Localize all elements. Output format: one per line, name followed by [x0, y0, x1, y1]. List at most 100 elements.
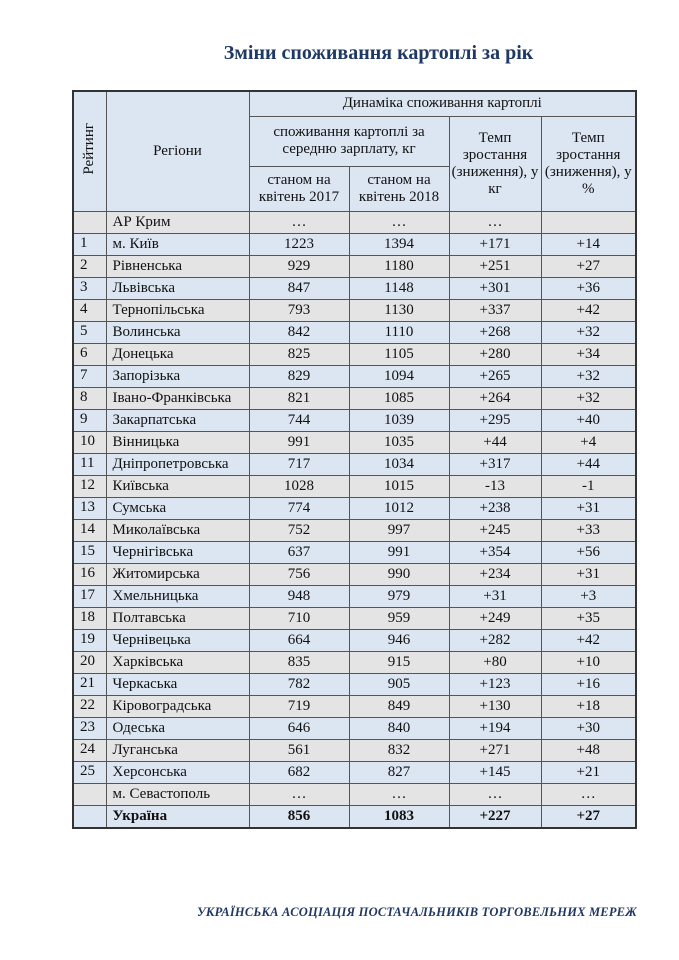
cell-v2018: 1148 — [348, 276, 450, 300]
cell-v2017: 847 — [248, 276, 350, 300]
table-row: 20 Харківська 835 915 +80 +10 — [72, 650, 637, 674]
cell-v2018: 1094 — [348, 364, 450, 388]
cell-pct: +10 — [540, 650, 637, 674]
cell-pct: +16 — [540, 672, 637, 696]
cell-region: Херсонська — [105, 760, 250, 784]
cell-region: Донецька — [105, 342, 250, 366]
cell-v2017: 744 — [248, 408, 350, 432]
cell-kg: -13 — [448, 474, 542, 498]
cell-rank: 20 — [72, 650, 107, 674]
table-row: 8 Івано-Франківська 821 1085 +264 +32 — [72, 386, 637, 410]
cell-rank: 19 — [72, 628, 107, 652]
cell-kg: +234 — [448, 562, 542, 586]
table-row: 2 Рівненська 929 1180 +251 +27 — [72, 254, 637, 278]
cell-kg: +271 — [448, 738, 542, 762]
cell-rank: 16 — [72, 562, 107, 586]
cell-v2018: 959 — [348, 606, 450, 630]
cell-region: Івано-Франківська — [105, 386, 250, 410]
cell-region: Хмельницька — [105, 584, 250, 608]
header-growth-kg: Темп зростання (зниження), у кг — [448, 115, 542, 212]
cell-rank: 22 — [72, 694, 107, 718]
table-row: 18 Полтавська 710 959 +249 +35 — [72, 606, 637, 630]
cell-region: м. Київ — [105, 232, 250, 256]
cell-region: Чернігівська — [105, 540, 250, 564]
cell-region: Дніпропетровська — [105, 452, 250, 476]
cell-region: Житомирська — [105, 562, 250, 586]
cell-kg: +249 — [448, 606, 542, 630]
cell-kg: +31 — [448, 584, 542, 608]
cell-pct: +36 — [540, 276, 637, 300]
header-growth-pct: Темп зростання (зниження), у % — [540, 115, 637, 212]
cell-kg: +264 — [448, 386, 542, 410]
header-2017: станом на квітень 2017 — [248, 165, 350, 212]
cell-region: Сумська — [105, 496, 250, 520]
cell-region: Київська — [105, 474, 250, 498]
cell-v2018: 840 — [348, 716, 450, 740]
cell-total-kg: +227 — [448, 804, 542, 828]
cell-v2017: 756 — [248, 562, 350, 586]
cell-v2017: 991 — [248, 430, 350, 454]
table-row: 7 Запорізька 829 1094 +265 +32 — [72, 364, 637, 388]
cell-kg: +123 — [448, 672, 542, 696]
cell-v2017: 774 — [248, 496, 350, 520]
cell-pct: +32 — [540, 386, 637, 410]
potato-consumption-table: Рейтинг Регіони Динаміка споживання карт… — [72, 90, 637, 829]
cell-rank: 13 — [72, 496, 107, 520]
cell-v2017: 793 — [248, 298, 350, 322]
cell-v2018: 849 — [348, 694, 450, 718]
table-row: 17 Хмельницька 948 979 +31 +3 — [72, 584, 637, 608]
cell-total-region: Україна — [105, 804, 250, 828]
cell-v2017: … — [248, 210, 350, 234]
cell-total-pct: +27 — [540, 804, 637, 828]
cell-kg: +282 — [448, 628, 542, 652]
cell-rank: 11 — [72, 452, 107, 476]
cell-pct: +31 — [540, 562, 637, 586]
cell-v2017: 646 — [248, 716, 350, 740]
cell-v2018: 1012 — [348, 496, 450, 520]
cell-region: Кіровоградська — [105, 694, 250, 718]
cell-v2017: 829 — [248, 364, 350, 388]
table-row: 21 Черкаська 782 905 +123 +16 — [72, 672, 637, 696]
cell-v2017: 1223 — [248, 232, 350, 256]
cell-kg: +317 — [448, 452, 542, 476]
cell-v2017: 948 — [248, 584, 350, 608]
cell-rank: 14 — [72, 518, 107, 542]
cell-v2018: 1035 — [348, 430, 450, 454]
cell-kg: … — [448, 782, 542, 806]
cell-kg: +265 — [448, 364, 542, 388]
cell-v2017: … — [248, 782, 350, 806]
cell-v2018: 991 — [348, 540, 450, 564]
table-row: АР Крим……… — [72, 210, 637, 234]
cell-v2018: 905 — [348, 672, 450, 696]
cell-v2017: 821 — [248, 386, 350, 410]
table-row: 15 Чернігівська 637 991 +354 +56 — [72, 540, 637, 564]
cell-v2018: 915 — [348, 650, 450, 674]
cell-v2018: 1394 — [348, 232, 450, 256]
table-row: 13 Сумська 774 1012 +238 +31 — [72, 496, 637, 520]
cell-rank: 9 — [72, 408, 107, 432]
cell-region: Луганська — [105, 738, 250, 762]
cell-kg: +337 — [448, 298, 542, 322]
cell-pct: +27 — [540, 254, 637, 278]
cell-v2017: 752 — [248, 518, 350, 542]
cell-v2018: 1105 — [348, 342, 450, 366]
cell-kg: +145 — [448, 760, 542, 784]
cell-region: Тернопільська — [105, 298, 250, 322]
cell-v2018: 1039 — [348, 408, 450, 432]
cell-v2018: 946 — [348, 628, 450, 652]
cell-v2017: 782 — [248, 672, 350, 696]
cell-v2018: 1034 — [348, 452, 450, 476]
table-row: 25 Херсонська 682 827 +145 +21 — [72, 760, 637, 784]
cell-pct: +48 — [540, 738, 637, 762]
cell-rank: 25 — [72, 760, 107, 784]
table-row: 14 Миколаївська 752 997 +245 +33 — [72, 518, 637, 542]
cell-kg: +245 — [448, 518, 542, 542]
cell-kg: +80 — [448, 650, 542, 674]
header-dynamics: Динаміка споживання картоплі — [248, 90, 637, 117]
cell-v2018: 827 — [348, 760, 450, 784]
cell-v2018: … — [348, 210, 450, 234]
cell-rank: 12 — [72, 474, 107, 498]
cell-region: Харківська — [105, 650, 250, 674]
cell-kg: +238 — [448, 496, 542, 520]
table-row: 1 м. Київ 1223 1394 +171 +14 — [72, 232, 637, 256]
